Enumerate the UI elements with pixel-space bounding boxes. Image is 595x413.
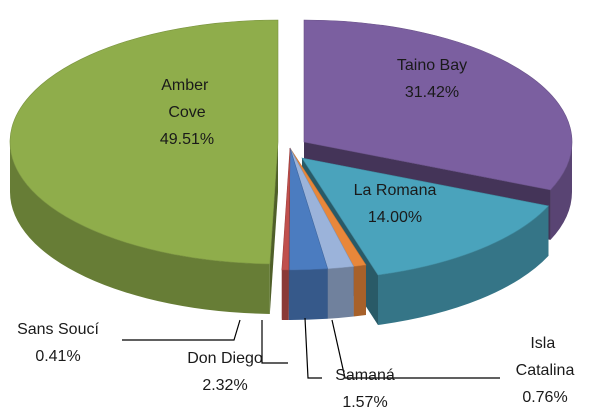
slice-wall [10, 142, 270, 314]
data-label-name: Amber Cove [161, 77, 213, 121]
slice-wall [353, 264, 366, 317]
data-label-name: Taino Bay [397, 57, 467, 74]
data-label-value: 31.42% [405, 84, 459, 101]
data-label-value: 0.41% [35, 348, 80, 365]
data-label-name: Isla Catalina [516, 335, 575, 379]
data-label-name: Samaná [335, 367, 395, 384]
data-label-value: 49.51% [160, 131, 214, 148]
slice-top [281, 147, 291, 271]
leader-line [122, 319, 241, 341]
data-label-value: 14.00% [368, 209, 422, 226]
leader-line [261, 320, 288, 364]
name-line: Cove [168, 104, 205, 121]
slice [9, 19, 279, 314]
slice-top [303, 19, 573, 191]
slice-top [301, 157, 550, 276]
slice-side [269, 142, 278, 314]
name-line: Catalina [516, 362, 575, 379]
slice-wall [377, 205, 549, 325]
slice-wall [281, 269, 289, 320]
data-label-value: 1.57% [342, 394, 387, 411]
name-line: Isla [530, 335, 559, 352]
slice-top [9, 19, 279, 265]
leader-line [331, 319, 500, 379]
data-label-name: Don Diego [187, 350, 263, 367]
slice [281, 147, 291, 320]
data-label-name: Sans Soucí [17, 321, 99, 338]
data-label-value: 2.32% [202, 377, 247, 394]
data-label-value: 0.76% [522, 389, 567, 406]
slice-wall [288, 268, 328, 321]
data-label-name: La Romana [354, 182, 437, 199]
leader-line [304, 317, 322, 379]
slice-wall [327, 266, 354, 319]
slice [288, 147, 329, 321]
name-line: Amber [161, 77, 213, 94]
